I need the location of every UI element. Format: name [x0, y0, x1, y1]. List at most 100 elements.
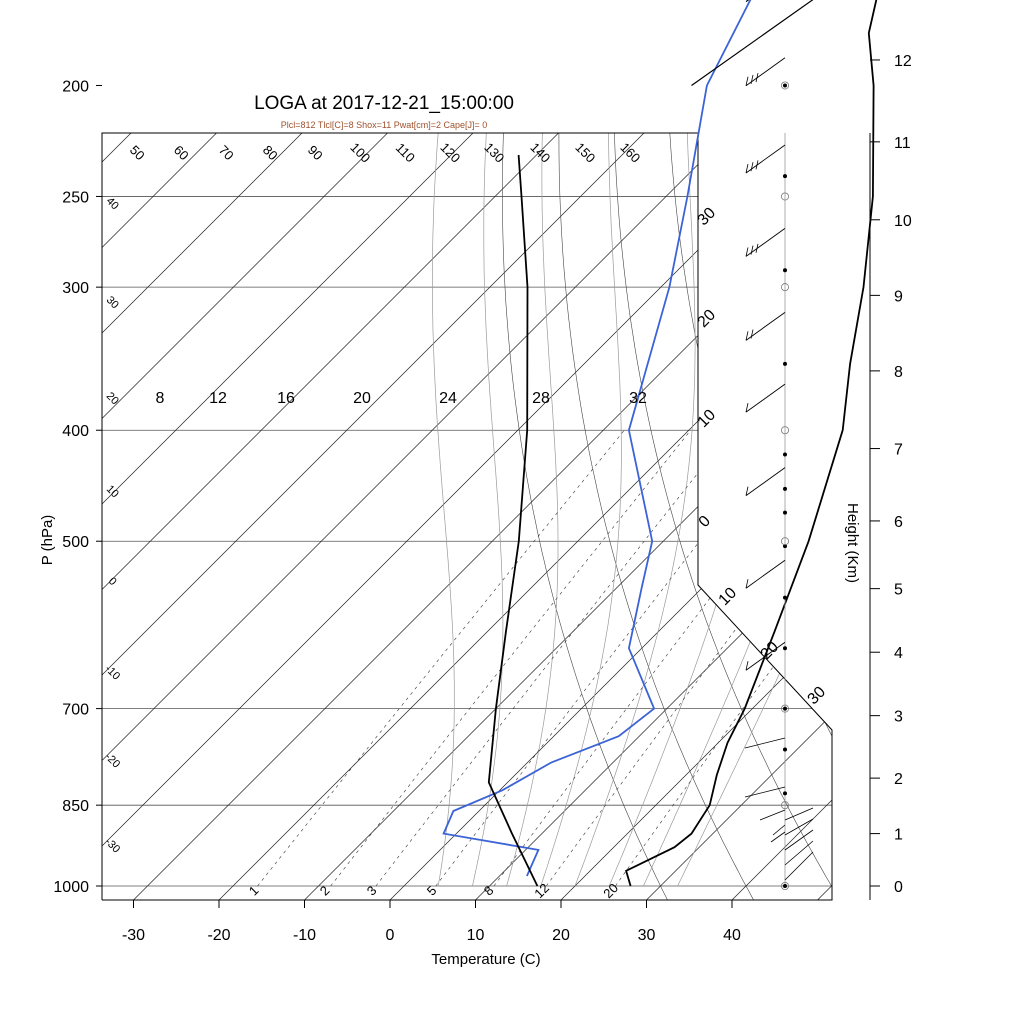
mixing-ratio-line [375, 430, 732, 887]
temperature-line [625, 0, 878, 887]
p-tick-label: 700 [62, 702, 89, 719]
height-tick-label: 9 [894, 288, 903, 305]
height-tick-label: 7 [894, 442, 903, 459]
isotherm-label-right: 10 [716, 584, 741, 609]
dry-adiabat-line [666, 133, 832, 900]
parcel-line [487, 154, 539, 887]
wind-barb [745, 228, 786, 257]
mixing-ratio-line [546, 430, 832, 887]
chart-subtitle: Plcl=812 Tlcl[C]=8 Shox=11 Pwat[cm]=2 Ca… [281, 120, 488, 130]
height-tick-label: 10 [894, 213, 912, 230]
isotherm-line [218, 133, 832, 900]
wind-level-dot [783, 747, 787, 752]
wind-barb-feather [745, 76, 749, 86]
x-tick-label: 10 [467, 927, 485, 944]
mixing-ratio-line [493, 430, 832, 887]
isotherm-line [646, 133, 832, 900]
p-tick-label: 300 [62, 280, 89, 297]
height-tick-label: 5 [894, 582, 903, 599]
wind-barb-low [759, 809, 786, 821]
wind-level-dot [783, 268, 787, 273]
moist-adiabat-line [472, 133, 504, 887]
chart-title: LOGA at 2017-12-21_15:00:00 [254, 93, 514, 114]
dry-adiabat-line [816, 133, 832, 900]
height-axis-label: Height (Km) [844, 503, 861, 583]
wind-barb-feather [745, 163, 749, 174]
wind-barb-feather [750, 162, 754, 172]
mixing-ratio-line [330, 430, 691, 887]
isotherm-line [102, 133, 388, 900]
wind-barb-feather [745, 331, 749, 341]
isotherm-line [102, 133, 645, 900]
wind-barb-feather [745, 579, 749, 589]
wind-barb [745, 144, 786, 174]
wind-barb-feather [755, 73, 759, 83]
isotherm-line [102, 133, 132, 900]
isotherm-line [304, 133, 832, 900]
moist-adiabat-line [677, 133, 832, 887]
mixing-ratio-line [615, 430, 832, 887]
dry-adiabat-label: 160 [617, 140, 643, 166]
isotherm-line [102, 133, 559, 900]
wind-barb-feather [745, 403, 749, 413]
wind-barb-feather [755, 160, 759, 170]
wind-level-circle [781, 283, 790, 292]
wind-level-dot [783, 706, 787, 711]
dry-adiabat-label: 80 [260, 142, 281, 163]
height-tick-label: 4 [894, 645, 903, 662]
isotherm-label-left: -10 [102, 663, 122, 683]
wind-level-dot [783, 510, 787, 515]
dewpoint-line [442, 0, 752, 877]
wind-barb [745, 641, 786, 671]
isotherm-line [560, 133, 832, 900]
plot-frame [101, 132, 833, 901]
x-tick-label: 20 [552, 927, 570, 944]
isotherm-line [389, 133, 832, 900]
wind-barb-low [784, 840, 814, 866]
dry-adiabat-line [717, 133, 832, 900]
mixing-ratio-label: 5 [424, 883, 440, 899]
isotherm-line [475, 133, 832, 900]
wind-level-dot [783, 595, 787, 600]
mixing-ratio-label: 8 [481, 883, 497, 899]
moist-adiabat-label: 16 [277, 390, 295, 407]
isotherm-line [731, 133, 832, 900]
moist-adiabat-line [574, 133, 696, 887]
wind-barb-low [770, 831, 786, 843]
dry-adiabat-line [613, 133, 832, 900]
dry-adiabat-label: 110 [393, 140, 418, 165]
isotherm-line [102, 133, 474, 900]
wind-barb-feather [750, 245, 754, 255]
isotherm-label-left: 20 [104, 390, 121, 407]
isotherm-label-left: 10 [104, 483, 121, 500]
moist-adiabat-label: 24 [439, 390, 457, 407]
moist-adiabat-line [643, 133, 832, 887]
isotherm-label-left: 30 [104, 294, 121, 311]
height-tick-label: 6 [894, 514, 903, 531]
isotherm-line [133, 133, 832, 900]
wind-barb-feather [745, 247, 749, 257]
height-tick-label: 2 [894, 771, 903, 788]
isotherm-label-left: -30 [102, 836, 122, 856]
wind-level-dot [783, 486, 787, 491]
wind-barb [745, 383, 786, 413]
isotherm-line [903, 133, 1024, 900]
dry-adiabat-label: 90 [305, 142, 326, 163]
height-tick-label: 3 [894, 709, 903, 726]
wind-level-circle [781, 882, 790, 891]
dry-adiabat-line [864, 0, 1024, 910]
isotherm-label-left: 0 [106, 575, 119, 588]
x-tick-label: 40 [723, 927, 741, 944]
wind-barb [745, 311, 786, 341]
dry-adiabat-label: 60 [171, 142, 192, 163]
wind-level-circle [781, 537, 790, 546]
x-tick-label: -30 [122, 927, 145, 944]
wind-barb-low [784, 818, 814, 836]
x-axis-label: Temperature (C) [431, 951, 540, 968]
wind-level-circle [781, 801, 790, 810]
wind-barb-low [772, 824, 786, 836]
wind-barb-low [744, 786, 786, 798]
wind-barb-flag [746, 0, 749, 2]
wind-barb [745, 57, 786, 87]
